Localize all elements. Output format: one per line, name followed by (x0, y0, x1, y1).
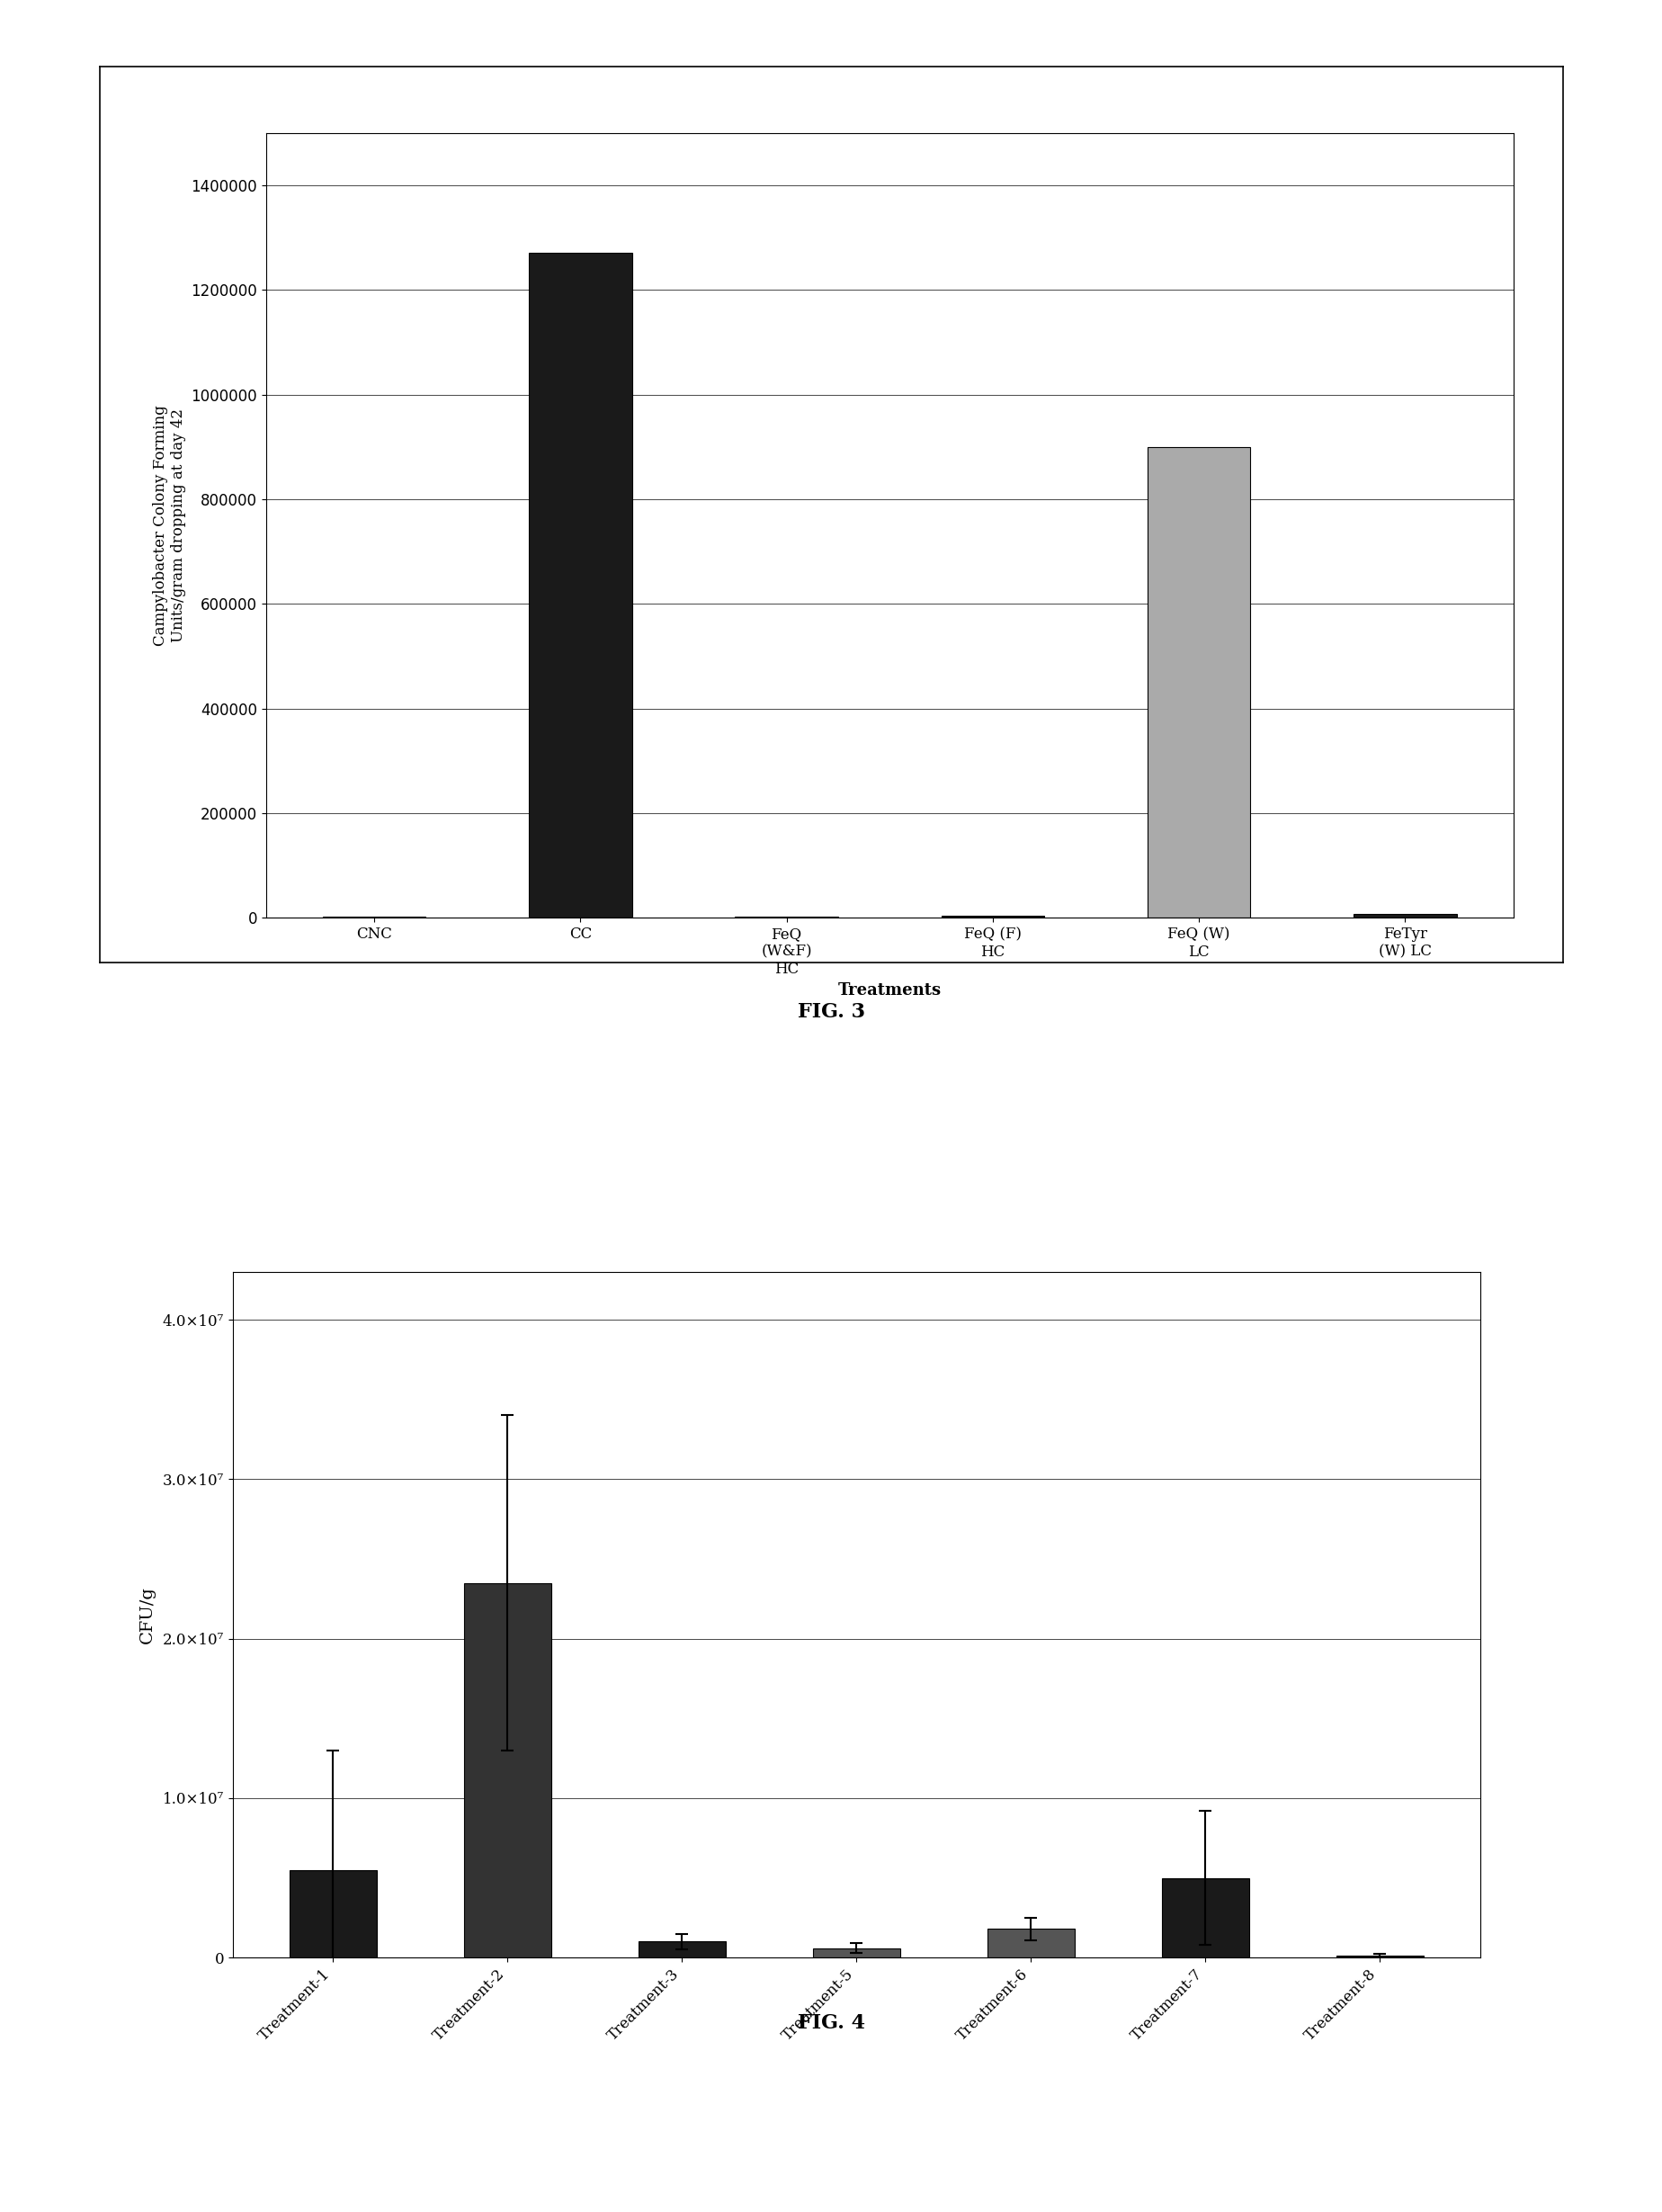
Bar (813, 1949, 899, 1958)
Bar (464, 1584, 550, 1958)
Y-axis label: CFU/g: CFU/g (140, 1586, 155, 1644)
Y-axis label: Campylobacter Colony Forming
Units/gram dropping at day 42: Campylobacter Colony Forming Units/gram … (153, 405, 186, 646)
Bar (638, 1942, 725, 1958)
Bar (529, 252, 632, 918)
Bar (289, 1869, 377, 1958)
Text: FIG. 3: FIG. 3 (798, 1002, 864, 1022)
Text: FIG. 4: FIG. 4 (798, 2013, 864, 2033)
Bar (1147, 447, 1250, 918)
X-axis label: Treatments: Treatments (838, 982, 941, 998)
Bar (1162, 1878, 1248, 1958)
Bar (987, 1929, 1074, 1958)
Bar (1335, 1955, 1423, 1958)
Bar (1353, 914, 1456, 918)
